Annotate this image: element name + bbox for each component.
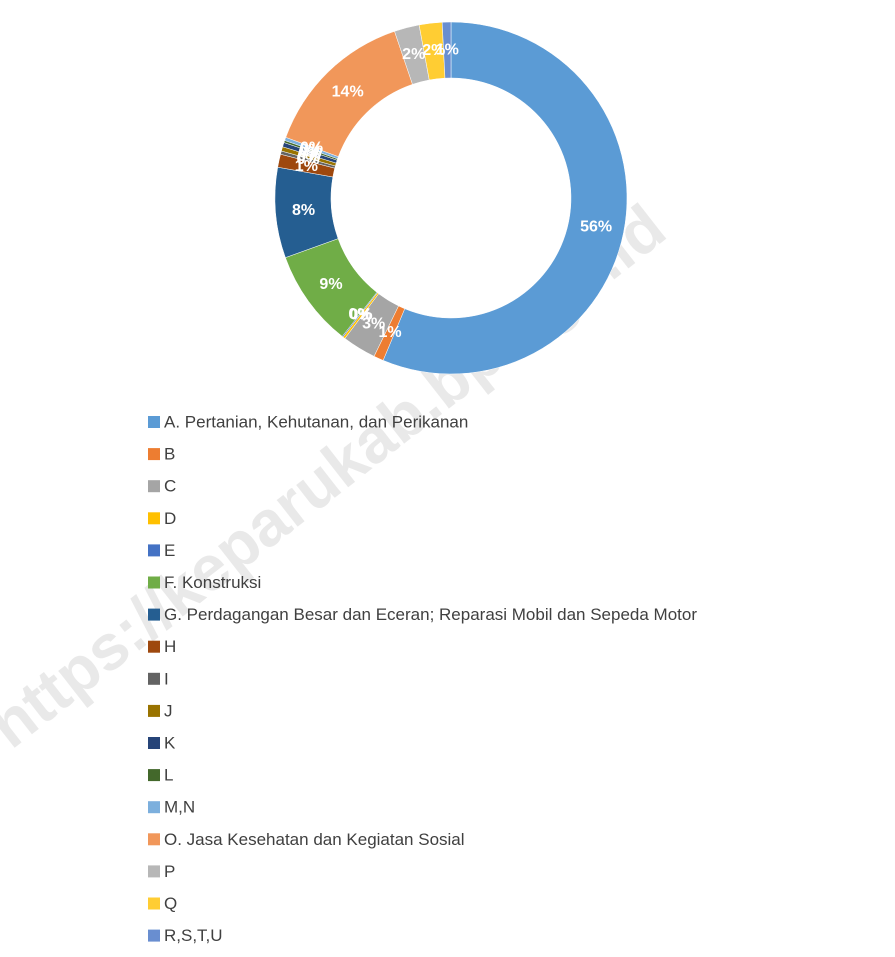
- legend-label: K: [164, 733, 176, 752]
- slice-label: 0%: [300, 140, 323, 157]
- legend-label: C: [164, 477, 176, 496]
- legend-swatch: [148, 448, 160, 461]
- slice-label: 1%: [436, 41, 459, 58]
- legend-label: J: [164, 701, 173, 720]
- legend-label: D: [164, 509, 176, 528]
- slice: [441, 21, 452, 79]
- legend-swatch: [148, 672, 160, 685]
- legend-label: F. Konstruksi: [164, 573, 261, 592]
- legend: A. Pertanian, Kehutanan, dan Perikanan BC…: [148, 412, 697, 945]
- slice-label: 0%: [297, 148, 320, 165]
- legend-swatch: [148, 544, 160, 557]
- legend-swatch: [148, 640, 160, 653]
- slice-label: 0%: [299, 142, 322, 159]
- legend-label: A. Pertanian, Kehutanan, dan Perikanan: [164, 412, 468, 431]
- legend-label: L: [164, 766, 173, 785]
- legend-swatch: [148, 801, 160, 814]
- legend-label: Q: [164, 894, 177, 913]
- legend-label: B: [164, 445, 175, 464]
- legend-swatch: [148, 480, 160, 493]
- slice-label: 56%: [580, 218, 612, 235]
- slice: [382, 21, 628, 375]
- legend-swatch: [148, 833, 160, 846]
- slice-label: 0%: [296, 151, 319, 168]
- legend-label: M,N: [164, 798, 195, 817]
- slice-label: 1%: [295, 158, 318, 175]
- slice-label: 1%: [379, 324, 402, 341]
- slice-label: 0%: [348, 306, 371, 323]
- slice-label: 2%: [422, 42, 445, 59]
- slice-label: 0%: [349, 307, 372, 324]
- legend-swatch: [148, 512, 160, 525]
- legend-swatch: [148, 416, 160, 428]
- slice-label: 3%: [362, 315, 385, 332]
- slice-label: 14%: [332, 83, 364, 100]
- legend-label: O. Jasa Kesehatan dan Kegiatan Sosial: [164, 830, 465, 849]
- slice-label: 2%: [402, 46, 425, 63]
- legend-label: E: [164, 541, 175, 560]
- legend-swatch: [148, 865, 160, 878]
- legend-swatch: [148, 769, 160, 782]
- legend-label: I: [164, 669, 169, 688]
- legend-label: G. Perdagangan Besar dan Eceran; Reparas…: [164, 605, 697, 624]
- slice-label: 9%: [319, 276, 342, 293]
- legend-swatch: [148, 737, 160, 749]
- legend-swatch: [148, 576, 160, 589]
- legend-label: R,S,T,U: [164, 926, 223, 945]
- slice-label: 8%: [292, 202, 315, 219]
- donut: [274, 21, 628, 375]
- legend-swatch: [148, 608, 160, 621]
- labels: 56%1%3%0%0%9%8%1%0%0%0%0%0%14%2%2%1%: [292, 41, 612, 341]
- legend-swatch: [148, 704, 160, 717]
- legend-label: H: [164, 637, 176, 656]
- legend-swatch: [148, 929, 160, 942]
- legend-swatch: [148, 897, 160, 910]
- slice-label: 0%: [298, 144, 321, 161]
- legend-label: P: [164, 862, 175, 881]
